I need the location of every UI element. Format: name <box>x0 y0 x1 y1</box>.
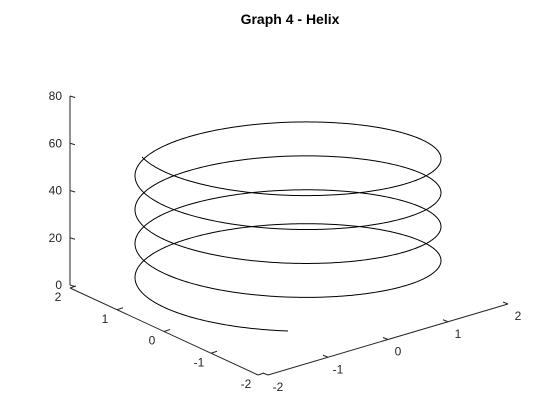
z-tick-mark <box>69 95 76 98</box>
z-tick-label: 60 <box>49 136 63 150</box>
z-tick-mark <box>69 237 76 240</box>
x-tick-label: -1 <box>333 362 344 376</box>
x-tick-mark <box>262 372 269 376</box>
z-tick-label: 40 <box>49 184 63 198</box>
y-tick-mark <box>116 307 124 311</box>
z-tick-label: 80 <box>49 89 63 103</box>
y-tick-label: 2 <box>55 290 62 304</box>
z-tick-label: 0 <box>55 278 62 292</box>
x-tick-mark <box>322 354 329 358</box>
axes-group <box>69 96 509 376</box>
x-tick-mark <box>442 319 449 323</box>
chart-title: Graph 4 - Helix <box>241 11 340 27</box>
x-tick-mark <box>382 337 389 340</box>
x-tick-label: 2 <box>515 309 522 323</box>
z-tick-mark <box>69 142 76 146</box>
z-axis-ticks: 0 20 40 60 80 <box>49 89 76 292</box>
x-axis-ticks: -2 -1 0 1 2 <box>262 301 522 394</box>
y-tick-label: 0 <box>149 334 156 348</box>
x-tick-mark <box>502 301 509 305</box>
y-tick-mark <box>210 350 218 354</box>
y-tick-label: 1 <box>102 312 109 326</box>
y-tick-mark <box>163 329 171 332</box>
x-tick-label: 0 <box>395 345 402 359</box>
z-tick-mark <box>69 190 76 193</box>
z-tick-label: 20 <box>49 231 63 245</box>
y-tick-label: -1 <box>194 355 205 369</box>
y-tick-mark <box>69 285 77 289</box>
y-tick-label: -2 <box>241 377 252 391</box>
x-tick-label: -2 <box>273 380 284 394</box>
x-tick-label: 1 <box>455 327 462 341</box>
helix-series-line <box>134 121 442 332</box>
y-axis-ticks: 2 1 0 -1 -2 <box>55 285 265 391</box>
